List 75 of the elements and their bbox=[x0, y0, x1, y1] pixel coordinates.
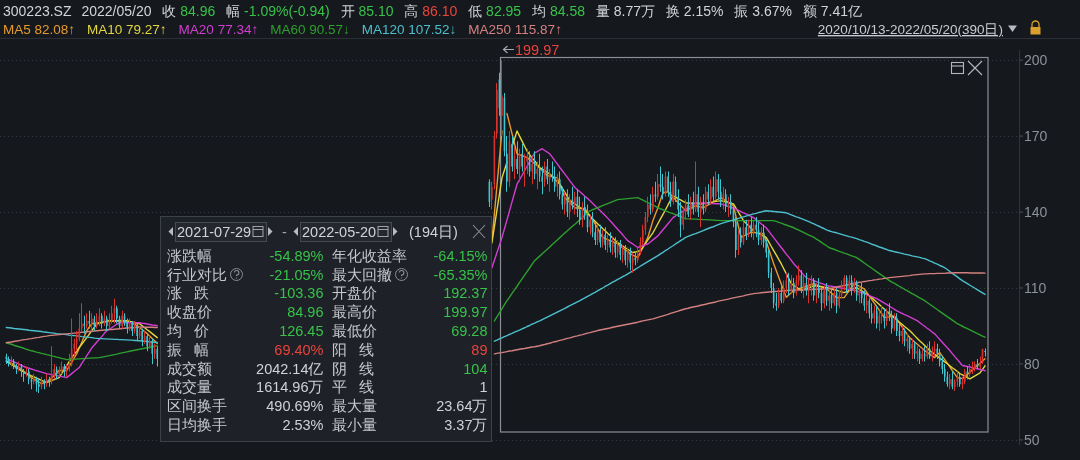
annotation: 最低价 bbox=[331, 322, 377, 339]
annotation: 振 幅 bbox=[166, 341, 209, 358]
annotation: 最大量 bbox=[331, 398, 377, 415]
annotation: 区间换手 bbox=[166, 398, 227, 415]
annotation: 日均换手 bbox=[166, 416, 227, 433]
annotation: -64.15% bbox=[433, 247, 488, 264]
text: MA60 90.57↓ bbox=[270, 22, 350, 37]
candlestick bbox=[609, 232, 611, 253]
text: MA120 107.52↓ bbox=[361, 22, 457, 37]
annotation: 84.96 bbox=[287, 304, 324, 321]
candlestick bbox=[974, 361, 976, 372]
candlestick bbox=[48, 376, 50, 387]
annotation: 阳 线 bbox=[331, 341, 374, 358]
candlestick bbox=[916, 346, 918, 362]
candlestick bbox=[38, 379, 40, 394]
candlestick bbox=[548, 169, 551, 192]
annotation: 最小量 bbox=[331, 416, 377, 433]
annotation: 成交量 bbox=[166, 379, 212, 396]
annotation: 1 bbox=[479, 379, 488, 396]
annotation: -21.05% bbox=[269, 266, 324, 283]
annotation: 490.69% bbox=[266, 398, 324, 415]
annotation: -65.35% bbox=[433, 266, 488, 283]
candlestick bbox=[808, 277, 810, 304]
candlestick bbox=[803, 275, 805, 299]
annotation: 199.97 bbox=[443, 304, 488, 321]
candlestick bbox=[86, 313, 88, 329]
text: MA10 79.27↑ bbox=[87, 22, 167, 37]
text: 2020/10/13-2022/05/20(390日) bbox=[817, 22, 1003, 37]
annotation: 2.53% bbox=[282, 416, 324, 433]
annotation: 涨 跌 bbox=[166, 285, 209, 302]
annotation: 89 bbox=[471, 341, 488, 358]
annotation: (194日) bbox=[409, 223, 458, 240]
annotation: 阴 线 bbox=[331, 360, 374, 377]
annotation: 1614.96万 bbox=[256, 379, 324, 396]
annotation: 126.45 bbox=[279, 322, 324, 339]
annotation: 104 bbox=[463, 360, 488, 377]
candlestick bbox=[702, 194, 705, 215]
annotation: 最大回撤 bbox=[331, 266, 392, 283]
annotation: 23.64万 bbox=[436, 398, 488, 415]
text: MA20 77.34↑ bbox=[178, 22, 259, 37]
annotation: 均 价 bbox=[165, 322, 209, 339]
y-tick-label: 80 bbox=[1024, 355, 1040, 372]
annotation: 最高价 bbox=[331, 304, 377, 321]
candlestick bbox=[984, 348, 986, 357]
candlestick bbox=[536, 161, 538, 190]
annotation: 199.97 bbox=[514, 41, 560, 58]
annotation: 69.28 bbox=[451, 322, 488, 339]
candlestick bbox=[5, 353, 8, 364]
annotation: 2021-07-29 bbox=[177, 223, 252, 240]
annotation: 涨跌幅 bbox=[166, 247, 212, 264]
annotation: 行业对比 bbox=[166, 266, 227, 283]
annotation: 年化收益率 bbox=[331, 247, 407, 264]
annotation: 192.37 bbox=[443, 285, 488, 302]
annotation: 平 线 bbox=[331, 379, 374, 396]
y-tick-label: 140 bbox=[1024, 204, 1048, 221]
chart-title: 300223.SZ 2022/05/20 收 84.96 幅 -1.09%(-0.94) 开 85.10 高 86.10 低 82.95 均 84.58 量 8.77万 换 2.15% 振 3.67% 额 7.41亿 bbox=[3, 3, 863, 19]
y-tick-label: 110 bbox=[1024, 280, 1047, 297]
candlestick bbox=[531, 156, 533, 185]
annotation: - bbox=[282, 223, 287, 240]
annotation: 2022-05-20 bbox=[302, 223, 377, 240]
text: MA5 82.08↑ bbox=[3, 22, 76, 37]
annotation: 成交额 bbox=[166, 360, 212, 377]
annotation: 2042.14亿 bbox=[256, 360, 324, 377]
candlestick bbox=[18, 361, 20, 372]
y-tick-label: 170 bbox=[1024, 128, 1048, 145]
candlestick bbox=[33, 374, 35, 385]
annotation: 69.40% bbox=[274, 341, 324, 358]
annotation: 开盘价 bbox=[331, 285, 377, 302]
annotation: -54.89% bbox=[269, 247, 324, 264]
y-tick-label: 200 bbox=[1024, 52, 1048, 69]
y-tick-label: 50 bbox=[1024, 431, 1040, 448]
annotation: 收盘价 bbox=[166, 304, 212, 321]
annotation: 3.37万 bbox=[444, 416, 488, 433]
annotation: -103.36 bbox=[274, 285, 324, 302]
text: MA250 115.87↑ bbox=[468, 22, 562, 37]
